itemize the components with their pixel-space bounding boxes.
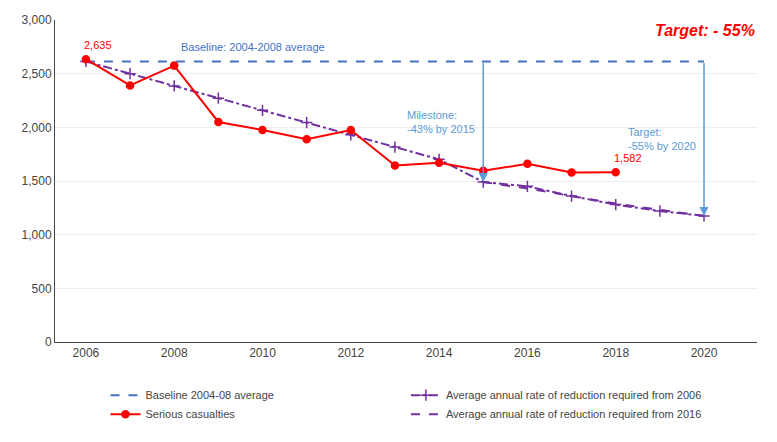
svg-text:2008: 2008 xyxy=(161,346,188,360)
svg-text:Average annual rate of reducti: Average annual rate of reduction require… xyxy=(446,389,701,401)
svg-text:2010: 2010 xyxy=(249,346,276,360)
svg-text:Milestone:-43% by 2015: Milestone:-43% by 2015 xyxy=(407,109,475,135)
svg-text:0: 0 xyxy=(45,335,52,349)
svg-text:1,500: 1,500 xyxy=(22,174,52,188)
svg-text:Baseline: 2004-2008 average: Baseline: 2004-2008 average xyxy=(181,41,325,53)
svg-text:2,000: 2,000 xyxy=(22,121,52,135)
svg-text:2014: 2014 xyxy=(426,346,453,360)
svg-text:3,000: 3,000 xyxy=(22,13,52,27)
svg-text:2,500: 2,500 xyxy=(22,67,52,81)
svg-text:Average annual rate of reducti: Average annual rate of reduction require… xyxy=(446,408,701,420)
svg-text:1,582: 1,582 xyxy=(614,152,642,164)
svg-text:2006: 2006 xyxy=(73,346,100,360)
svg-text:2012: 2012 xyxy=(337,346,364,360)
svg-text:Serious casualties: Serious casualties xyxy=(146,408,236,420)
svg-text:1,000: 1,000 xyxy=(22,228,52,242)
svg-text:2018: 2018 xyxy=(602,346,629,360)
svg-text:2020: 2020 xyxy=(691,346,718,360)
svg-text:2016: 2016 xyxy=(514,346,541,360)
svg-text:Baseline 2004-08 average: Baseline 2004-08 average xyxy=(146,389,274,401)
svg-text:2,635: 2,635 xyxy=(84,39,112,51)
svg-text:Target:-55% by 2020: Target:-55% by 2020 xyxy=(628,126,696,152)
svg-text:500: 500 xyxy=(32,282,52,296)
svg-text:Target: - 55%: Target: - 55% xyxy=(655,22,755,39)
